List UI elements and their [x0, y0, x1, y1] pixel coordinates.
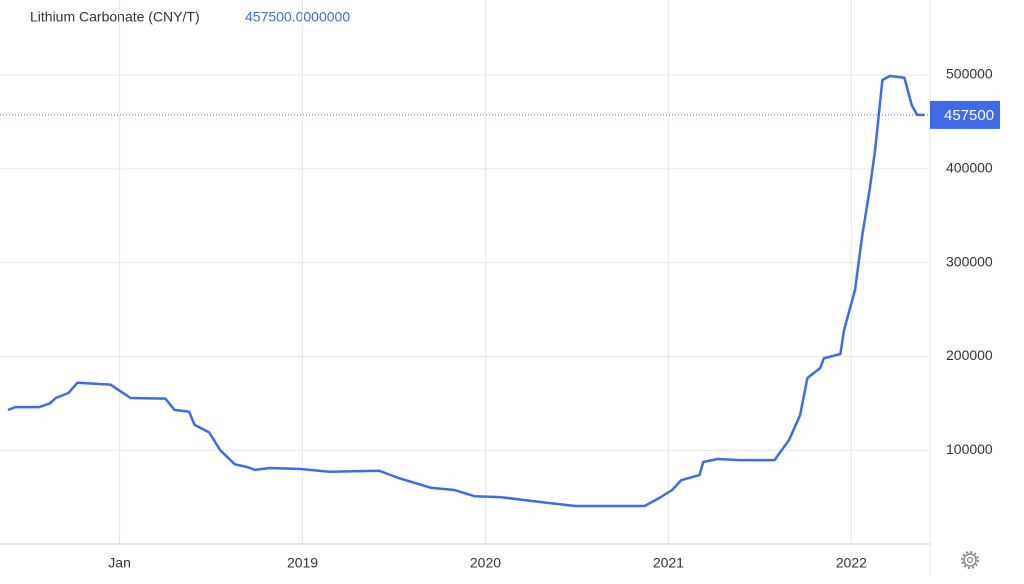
x-tick-label: 2020	[470, 555, 501, 571]
y-tick-label: 200000	[946, 347, 993, 363]
y-tick-label: 300000	[946, 253, 993, 269]
gear-ring	[963, 553, 977, 567]
x-tick-label: 2021	[653, 555, 684, 571]
grid	[0, 0, 930, 544]
x-tick-label: Jan	[108, 555, 131, 571]
price-text: 457500.0000000	[245, 9, 350, 25]
gear-hub	[966, 556, 974, 564]
last-price-label: 457500	[944, 107, 994, 124]
y-tick-label: 100000	[946, 441, 993, 457]
x-tick-label: 2019	[287, 555, 318, 571]
price-line	[7, 74, 925, 508]
x-tick-label: 2022	[836, 555, 867, 571]
gear-teeth	[961, 551, 979, 569]
y-tick-label: 500000	[946, 66, 993, 82]
last-price-box	[930, 100, 1000, 129]
chart-title: Lithium Carbonate (CNY/T)	[30, 9, 200, 25]
y-tick-label: 400000	[946, 160, 993, 176]
settings-icon[interactable]	[961, 551, 979, 569]
